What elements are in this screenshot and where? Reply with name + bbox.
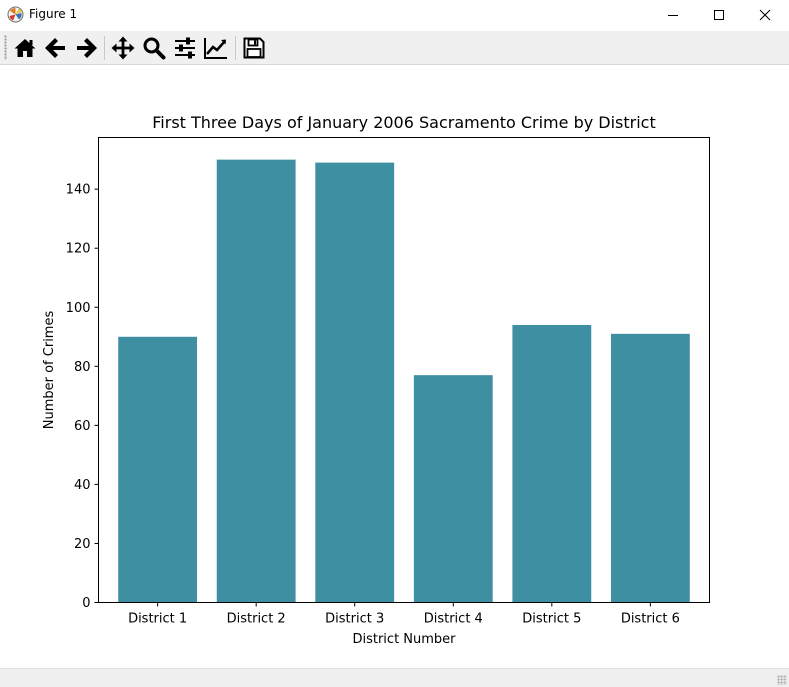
y-tick-label: 60 <box>74 419 91 434</box>
bar-district-6 <box>610 333 690 603</box>
figure-canvas[interactable]: First Three Days of January 2006 Sacrame… <box>0 65 789 668</box>
close-button[interactable] <box>742 0 788 30</box>
pan-button[interactable] <box>109 34 137 62</box>
floppy-disk-icon <box>243 37 265 59</box>
y-axis-ticks: 0 20 40 60 80 100 120 140 <box>66 183 99 611</box>
x-tick-label: District 6 <box>621 612 680 627</box>
x-tick-label: District 3 <box>325 612 384 627</box>
line-chart-icon <box>204 38 227 59</box>
minimize-icon <box>668 15 678 16</box>
home-button[interactable] <box>11 34 39 62</box>
y-axis-label: Number of Crimes <box>42 311 57 430</box>
close-icon <box>759 9 771 21</box>
save-button[interactable] <box>240 34 268 62</box>
minimize-button[interactable] <box>650 0 696 30</box>
configure-subplots-button[interactable] <box>171 34 199 62</box>
bar-district-1 <box>118 336 198 603</box>
bar-district-4 <box>413 375 493 603</box>
x-tick-label: District 4 <box>424 612 483 627</box>
bar-chart: First Three Days of January 2006 Sacrame… <box>42 113 710 647</box>
y-tick-label: 40 <box>74 478 91 493</box>
x-tick-label: District 5 <box>522 612 581 627</box>
zoom-button[interactable] <box>140 34 168 62</box>
toolbar-grip[interactable] <box>4 35 7 60</box>
bar-district-3 <box>315 162 395 603</box>
sliders-icon <box>175 37 195 59</box>
y-tick-label: 0 <box>82 596 90 611</box>
maximize-button[interactable] <box>696 0 742 30</box>
resize-grip[interactable] <box>777 675 787 685</box>
chart-title: First Three Days of January 2006 Sacrame… <box>152 113 656 132</box>
bar-district-5 <box>512 324 592 603</box>
x-axis-label: District Number <box>352 632 456 647</box>
bar-district-2 <box>216 159 296 603</box>
window-title: Figure 1 <box>29 7 78 21</box>
arrow-left-icon <box>45 38 65 58</box>
matplotlib-app-icon <box>7 6 24 23</box>
move-icon <box>111 36 135 60</box>
plot-area <box>98 137 710 603</box>
x-tick-label: District 1 <box>128 612 187 627</box>
back-button[interactable] <box>42 34 70 62</box>
status-bar <box>0 668 789 687</box>
bars <box>118 159 690 603</box>
maximize-icon <box>714 10 724 20</box>
navigation-toolbar <box>0 31 789 65</box>
window-title-bar: Figure 1 <box>0 0 789 30</box>
edit-axis-button[interactable] <box>202 34 230 62</box>
plot-frame <box>98 137 710 603</box>
arrow-right-icon <box>77 38 97 58</box>
toolbar-separator <box>104 36 105 60</box>
x-tick-label: District 2 <box>227 612 286 627</box>
y-tick-label: 100 <box>66 301 91 316</box>
magnifier-icon <box>143 37 166 60</box>
forward-button[interactable] <box>72 34 100 62</box>
y-tick-label: 120 <box>66 242 91 257</box>
y-tick-label: 140 <box>66 183 91 198</box>
home-icon <box>14 39 36 57</box>
y-tick-label: 20 <box>74 537 91 552</box>
toolbar-separator <box>235 36 236 60</box>
x-axis-ticks: District 1 District 2 District 3 District 4… <box>128 602 680 627</box>
y-tick-label: 80 <box>74 360 91 375</box>
